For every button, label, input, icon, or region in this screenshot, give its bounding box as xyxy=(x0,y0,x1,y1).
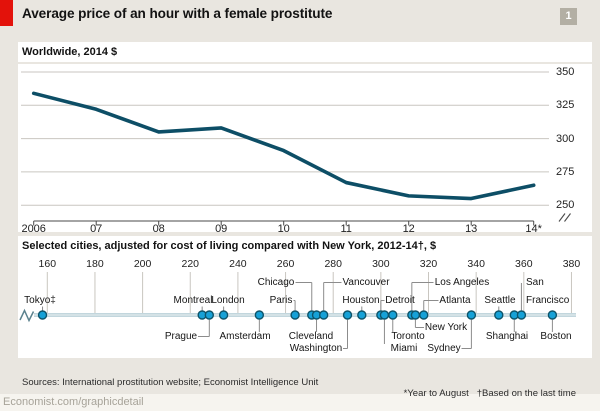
dot-plot-panel xyxy=(18,236,592,358)
scale-label: 220 xyxy=(181,258,200,270)
dot-paris xyxy=(290,310,300,320)
city-label-paris: Paris xyxy=(269,295,293,306)
dot-prague xyxy=(204,310,215,320)
city-label-atlanta: Atlanta xyxy=(439,295,471,306)
y-axis-break-icon xyxy=(564,213,571,222)
city-label-london: London xyxy=(211,295,245,306)
dot-boston xyxy=(547,310,558,320)
city-label-sydney: Sydney xyxy=(427,343,461,354)
scale-label: 260 xyxy=(276,258,295,270)
scale-label: 200 xyxy=(133,258,152,270)
scale-label: 340 xyxy=(467,258,485,270)
site-link: Economist.com/graphicdetail xyxy=(3,396,144,408)
x-axis-break-icon xyxy=(19,308,35,323)
city-label-new-york: New York xyxy=(424,322,468,333)
city-label-prague: Prague xyxy=(164,331,198,342)
y-axis-label: 275 xyxy=(556,165,575,178)
city-label-toronto: Toronto xyxy=(391,331,425,342)
y-axis-label: 350 xyxy=(556,66,575,78)
scale-label: 160 xyxy=(38,258,57,270)
dot-plot-subtitle: Selected cities, adjusted for cost of li… xyxy=(22,240,437,252)
economist-red-tab xyxy=(0,0,13,26)
city-label-cleveland: Cleveland xyxy=(288,331,334,342)
dot-sydney xyxy=(466,310,477,320)
scale-label: 180 xyxy=(86,258,104,270)
dot-miami xyxy=(379,310,390,320)
x-axis-label: 08 xyxy=(152,222,165,235)
city-label-detroit: Detroit xyxy=(385,295,415,306)
x-axis-label: 07 xyxy=(90,222,103,235)
dot-vancouver xyxy=(318,310,329,320)
x-axis-label: 10 xyxy=(277,222,290,235)
sources: Sources: International prostitution webs… xyxy=(22,377,319,388)
x-axis-label: 09 xyxy=(215,222,228,235)
city-label-tokyo: Tokyo‡ xyxy=(24,295,56,306)
city-label-seattle: Seattle xyxy=(484,295,516,306)
line-chart-panel xyxy=(18,64,592,232)
chart-title: Average price of an hour with a female p… xyxy=(22,6,333,21)
dot-london xyxy=(218,310,229,320)
dot-washington xyxy=(342,310,353,320)
y-axis-label: 250 xyxy=(556,199,575,212)
scale-label: 300 xyxy=(372,258,390,270)
footnotes: *Year to August †Based on the last time … xyxy=(365,361,576,411)
price-line xyxy=(31,91,536,201)
scale-label: 240 xyxy=(229,258,247,270)
figure-number-badge: 1 xyxy=(560,8,577,25)
city-label-shanghai: Shanghai xyxy=(485,331,529,342)
dot-seattle xyxy=(494,310,504,320)
city-label-houston: Houston xyxy=(342,295,380,306)
dot-atlanta xyxy=(419,310,429,320)
city-label-montreal: Montreal xyxy=(173,295,213,306)
dot-new-york xyxy=(410,310,421,320)
scale-label: 280 xyxy=(324,258,342,270)
x-axis-label: 14* xyxy=(525,222,542,235)
x-axis-label: 13 xyxy=(465,222,478,235)
dot-amsterdam xyxy=(254,310,265,320)
city-label-chicago: Chicago xyxy=(257,277,295,288)
chart-canvas xyxy=(18,71,576,349)
y-axis-label: 325 xyxy=(556,99,575,112)
city-label-vancouver: Vancouver xyxy=(342,277,390,288)
chart-card: Average price of an hour with a female p… xyxy=(0,0,600,399)
city-label-los-angeles: Los Angeles xyxy=(434,277,490,288)
line-chart-subtitle-band xyxy=(18,42,592,62)
dot-tokyo xyxy=(37,310,48,320)
city-label-miami: Miami xyxy=(390,343,418,354)
line-chart-subtitle: Worldwide, 2014 $ xyxy=(22,46,118,58)
city-label-boston: Boston xyxy=(540,331,572,342)
city-label-washington: Washington xyxy=(289,343,343,354)
x-axis-label: 2006 xyxy=(21,222,46,235)
y-axis-break-icon xyxy=(558,213,566,222)
dot-san-francisco xyxy=(516,310,527,320)
city-label-san-francisco: Francisco xyxy=(526,295,570,306)
y-axis-label: 300 xyxy=(556,132,575,145)
x-axis-label: 11 xyxy=(340,222,352,235)
scale-label: 360 xyxy=(515,258,533,270)
dot-toronto xyxy=(388,310,398,320)
city-label-amsterdam: Amsterdam xyxy=(219,331,271,342)
footnote-line-1: *Year to August †Based on the last time xyxy=(403,388,576,399)
city-label-san-francisco: San xyxy=(526,277,544,288)
x-axis-label: 12 xyxy=(402,222,415,235)
scale-label: 380 xyxy=(562,258,581,270)
dot-houston xyxy=(357,310,367,320)
scale-label: 320 xyxy=(419,258,438,270)
